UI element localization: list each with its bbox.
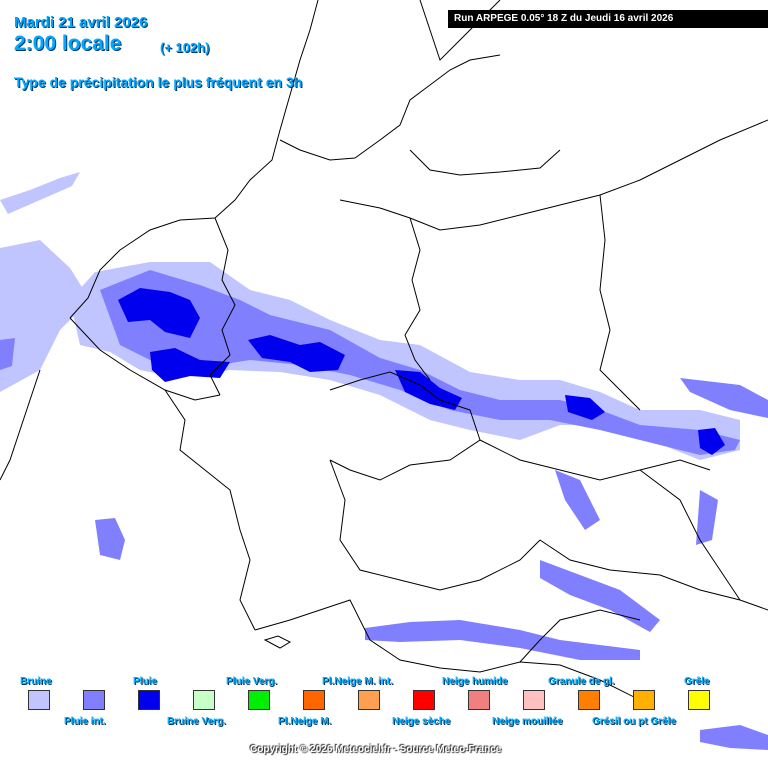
legend-swatch-bruine-verg <box>193 690 215 710</box>
forecast-time: 2:00 locale <box>14 32 122 55</box>
borders-layer <box>0 0 768 701</box>
legend-swatch-grele <box>688 690 710 710</box>
border-slovenia <box>519 609 641 663</box>
drizzle-east-patch <box>680 378 768 418</box>
run-label: Run ARPEGE 0.05° 18 Z du Jeudi 16 avril … <box>448 10 768 28</box>
border-netherlands-germany <box>209 217 236 396</box>
legend-label-bruine: Bruine <box>20 676 52 687</box>
coastline-baltic <box>339 119 768 231</box>
rain-cell-2 <box>150 348 230 382</box>
legend-swatch-pl-neige-m-int <box>358 690 380 710</box>
legend-label-pluie: Pluie <box>133 676 157 687</box>
legend-swatch-neige-humide <box>468 690 490 710</box>
rain-int-west-edge <box>0 338 15 370</box>
lake-constance <box>263 635 292 649</box>
legend-label-granule: Granule de gl. <box>548 676 615 687</box>
border-east <box>639 469 741 601</box>
legend-swatch-bruine <box>28 690 50 710</box>
rain-int-southeast-2 <box>696 490 718 545</box>
rain-cell-5 <box>565 395 605 420</box>
legend-label-grele: Grêle <box>684 676 710 687</box>
border-austria <box>329 459 541 591</box>
legend-label-pl-neige-m-int: Pl.Neige M. int. <box>322 676 394 687</box>
border-belgium <box>69 317 221 401</box>
border-germany-czech <box>329 371 481 481</box>
legend-swatch-pluie-verg <box>248 690 270 710</box>
forecast-offset: (+ 102h) <box>160 40 210 55</box>
legend-label-pl-neige-m: Pl.Neige M. <box>278 716 332 727</box>
legend-swatch-gresil <box>633 690 655 710</box>
border-france-inner <box>0 369 41 481</box>
rain-int-southwest <box>95 518 125 560</box>
border-poland-east <box>599 194 641 411</box>
border-switzerland <box>254 599 371 641</box>
precip-layer <box>0 172 768 750</box>
legend-label-neige-mouillee: Neige mouillée <box>492 716 563 727</box>
legend-label-gresil: Grésil ou pt Grêle <box>592 716 676 727</box>
drizzle-streak-west <box>0 172 80 214</box>
border-germany-poland <box>404 217 431 381</box>
border-czech-slovakia <box>479 439 711 481</box>
drizzle-area-west <box>0 240 90 392</box>
map-type-label: Type de précipitation le plus fréquent e… <box>14 74 303 90</box>
rain-int-southeast-corner <box>700 725 768 750</box>
border-italy <box>369 639 641 701</box>
copyright-text: Copyright © 2026 Meteociel.fr - Source M… <box>250 744 502 755</box>
legend-swatch-neige-mouillee <box>523 690 545 710</box>
legend-label-neige-seche: Neige sèche <box>392 716 451 727</box>
forecast-date: Mardi 21 avril 2026 <box>14 14 148 31</box>
rain-cell-1 <box>118 288 200 338</box>
rain-cell-3 <box>248 335 345 372</box>
legend-swatch-pl-neige-m <box>303 690 325 710</box>
rain-int-alps-band <box>365 620 640 660</box>
coastline-denmark <box>279 54 501 161</box>
legend-swatch-pluie <box>138 690 160 710</box>
coastline-north-sea <box>69 0 319 319</box>
legend-label-pluie-verg: Pluie Verg. <box>226 676 278 687</box>
legend-label-pluie-int: Pluie int. <box>64 716 106 727</box>
border-france-germany <box>164 389 256 631</box>
rain-int-south-band <box>540 560 660 632</box>
rain-cell-4 <box>395 370 462 410</box>
legend-label-neige-humide: Neige humide <box>442 676 508 687</box>
legend-swatch-granule <box>578 690 600 710</box>
rain-int-southeast <box>555 470 600 530</box>
legend-swatch-neige-seche <box>413 690 435 710</box>
coastline-sweden <box>419 0 501 61</box>
rain-cell-6 <box>698 428 725 455</box>
legend-label-bruine-verg: Bruine Verg. <box>167 716 226 727</box>
legend-swatch-pluie-int <box>83 690 105 710</box>
coastline-south-sweden <box>409 149 561 176</box>
